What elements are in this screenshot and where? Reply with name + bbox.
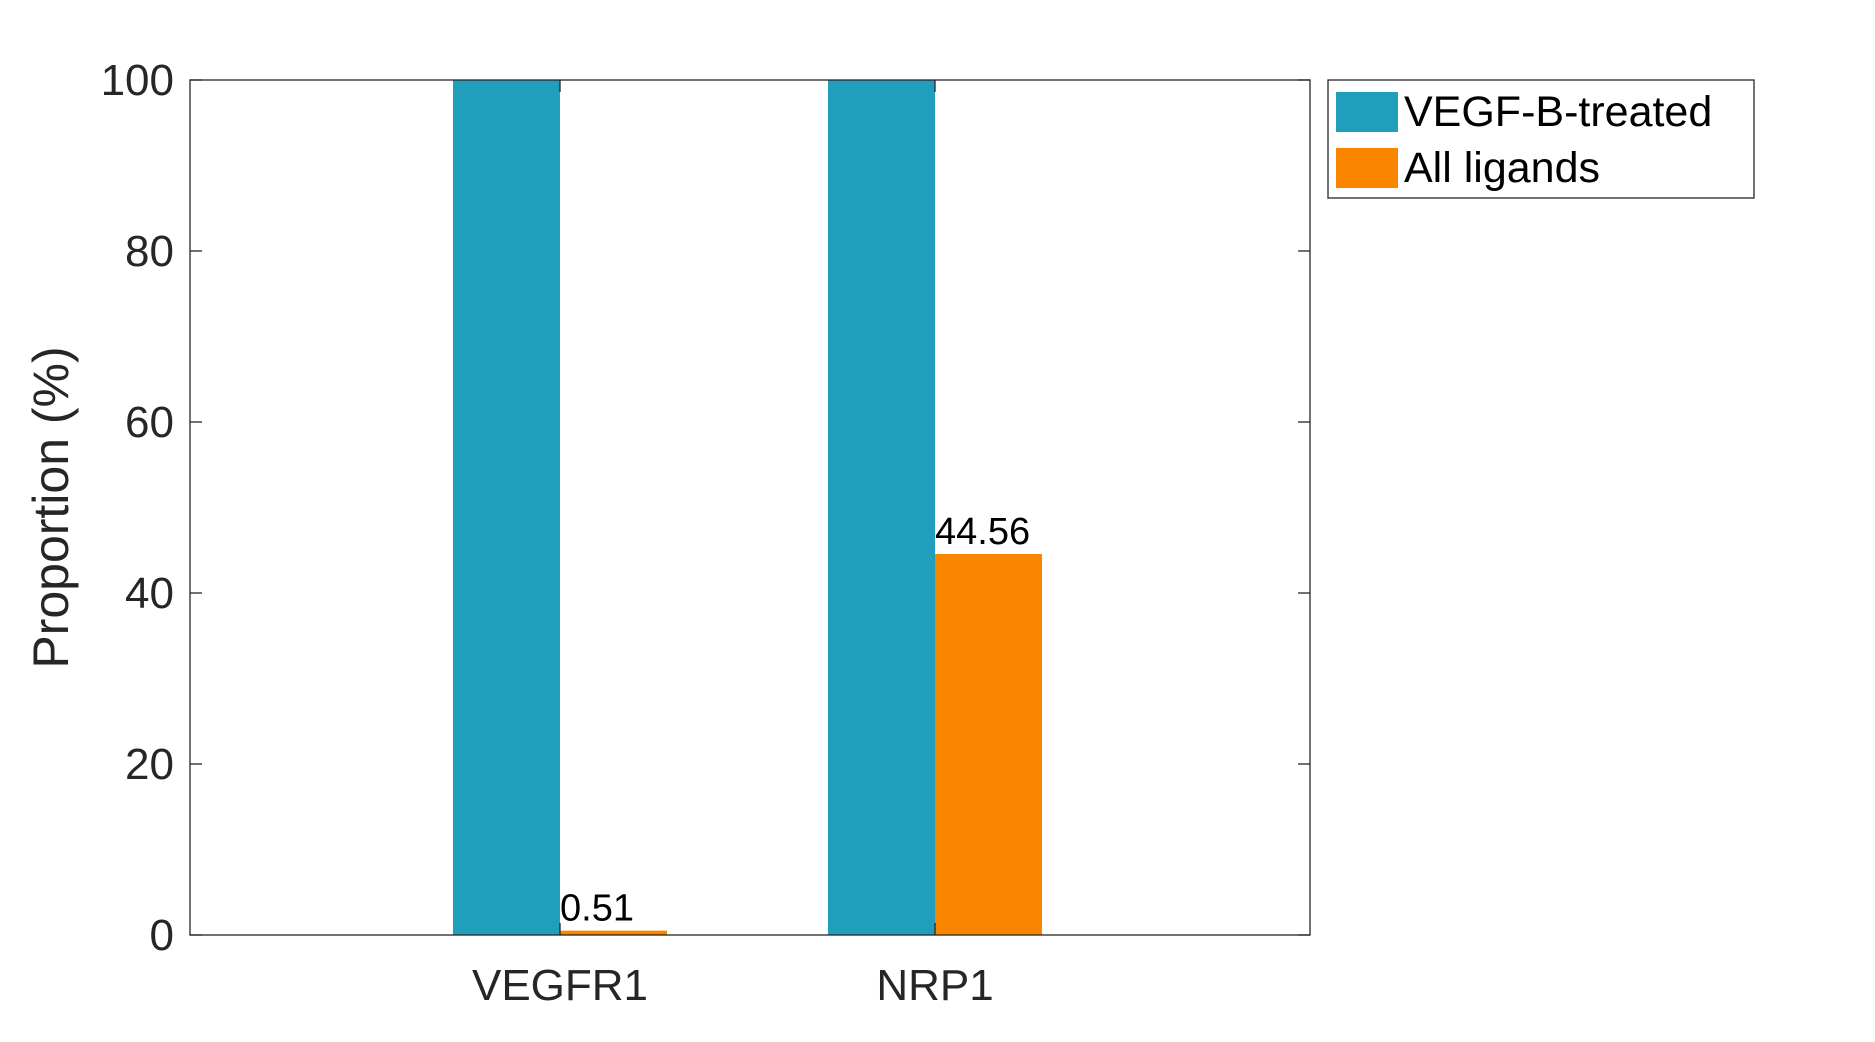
data-label-vegfr1: 0.51	[560, 888, 634, 930]
y-tick-label: 40	[125, 569, 174, 618]
x-tick-label-vegfr1: VEGFR1	[472, 961, 648, 1010]
y-tick-label: 100	[101, 56, 174, 105]
legend-swatch-vegf-b-treated	[1336, 92, 1398, 132]
legend-box	[1327, 79, 1755, 199]
y-axis-title: Proportion (%)	[23, 346, 79, 668]
legend-label-vegf-b-treated: VEGF-B-treated	[1404, 88, 1712, 136]
bars-layer	[453, 80, 1042, 935]
axes-layer: 0 20 40 60 80 100 VEGFR1 NRP1	[101, 56, 1311, 1010]
y-tick-label: 80	[125, 227, 174, 276]
legend-swatch-all-ligands	[1336, 148, 1398, 188]
y-tick-label: 0	[150, 911, 174, 960]
y-tick-label: 60	[125, 398, 174, 447]
data-labels-layer: 0.51 44.56	[560, 511, 1030, 930]
legend-label-all-ligands: All ligands	[1404, 144, 1600, 192]
plot-area	[190, 80, 1310, 935]
legend: VEGF-B-treated All ligands	[1327, 79, 1755, 199]
bar-all-ligands-vegfr1	[560, 930, 667, 935]
y-tick-label: 20	[125, 740, 174, 789]
axes-box	[189, 79, 1311, 936]
bar-all-ligands-nrp1	[935, 554, 1042, 935]
x-tick-label-nrp1: NRP1	[876, 961, 993, 1010]
bar-vegf-b-treated-nrp1	[828, 80, 935, 935]
data-label-nrp1: 44.56	[935, 511, 1030, 553]
bar-vegf-b-treated-vegfr1	[453, 80, 560, 935]
plot-background	[190, 80, 1310, 935]
